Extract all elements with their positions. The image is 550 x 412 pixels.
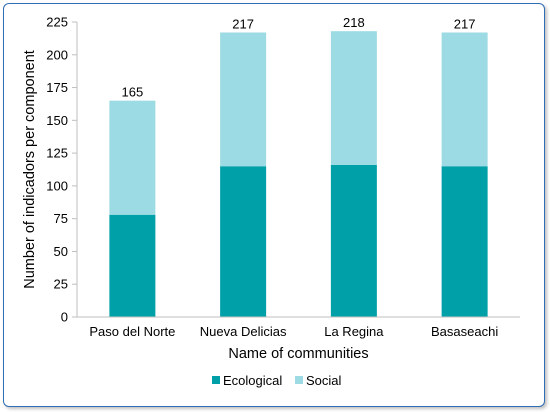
x-tick-label: La Regina bbox=[324, 324, 384, 339]
bar-social-3 bbox=[441, 32, 488, 167]
bars-group bbox=[109, 31, 488, 317]
bar-ecological-1 bbox=[220, 166, 267, 317]
y-tick-label: 150 bbox=[46, 113, 68, 128]
y-tick-label: 125 bbox=[46, 146, 68, 161]
total-label: 218 bbox=[343, 15, 365, 30]
total-data-labels: 165 217 218 217 bbox=[122, 15, 476, 99]
x-tick-label: Basaseachi bbox=[431, 324, 498, 339]
legend: Ecological Social bbox=[212, 373, 342, 388]
total-label: 165 bbox=[122, 85, 144, 100]
bar-social-0 bbox=[109, 100, 156, 215]
y-tick-label: 0 bbox=[61, 310, 68, 325]
bar-social-2 bbox=[330, 31, 377, 165]
bar-ecological-0 bbox=[109, 214, 156, 317]
x-axis-title: Name of communities bbox=[228, 346, 368, 362]
y-tick-label: 200 bbox=[46, 47, 68, 62]
x-tick-label: Paso del Norte bbox=[89, 324, 175, 339]
y-tick-labels: 0 25 50 75 100 125 150 175 200 225 bbox=[46, 15, 77, 325]
x-tick-labels: Paso del Norte Nueva Delicias La Regina Bas… bbox=[89, 324, 498, 339]
legend-label-social: Social bbox=[306, 373, 342, 388]
legend-swatch-social bbox=[295, 376, 303, 384]
y-tick-label: 100 bbox=[46, 178, 68, 193]
y-tick-label: 175 bbox=[46, 80, 68, 95]
total-label: 217 bbox=[454, 16, 476, 31]
bar-social-1 bbox=[220, 32, 267, 167]
y-tick-label: 225 bbox=[46, 15, 68, 30]
y-axis-title: Number of indicadors per component bbox=[22, 50, 38, 289]
x-tick-label: Nueva Delicias bbox=[200, 324, 287, 339]
total-label: 217 bbox=[232, 16, 254, 31]
y-tick-label: 75 bbox=[54, 211, 68, 226]
y-tick-label: 50 bbox=[54, 244, 68, 259]
y-tick-label: 25 bbox=[54, 277, 68, 292]
legend-swatch-ecological bbox=[212, 376, 220, 384]
bar-ecological-3 bbox=[441, 166, 488, 317]
legend-label-ecological: Ecological bbox=[223, 373, 282, 388]
axes-group bbox=[76, 22, 520, 318]
bar-ecological-2 bbox=[330, 164, 377, 317]
